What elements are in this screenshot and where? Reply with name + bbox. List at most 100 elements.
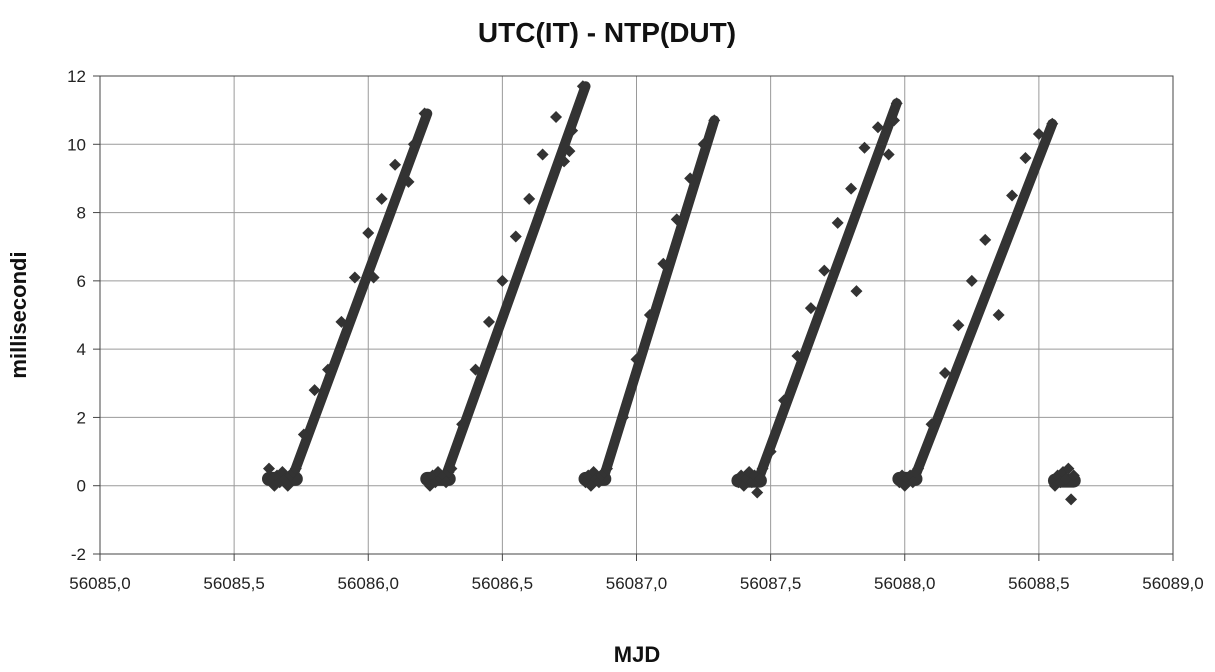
data-point bbox=[952, 319, 965, 332]
data-point bbox=[281, 479, 294, 492]
data-point bbox=[456, 418, 469, 431]
data-point bbox=[262, 462, 275, 475]
data-point bbox=[348, 271, 361, 284]
data-point bbox=[509, 230, 522, 243]
data-point bbox=[1067, 469, 1080, 482]
x-tick-label: 56087,5 bbox=[740, 574, 801, 593]
data-point bbox=[979, 233, 992, 246]
data-points bbox=[262, 80, 1080, 506]
data-point bbox=[670, 213, 683, 226]
data-point bbox=[440, 476, 453, 489]
data-point bbox=[1065, 493, 1078, 506]
x-tick-label: 56085,5 bbox=[203, 574, 264, 593]
x-tick-label: 56086,5 bbox=[472, 574, 533, 593]
data-point bbox=[697, 138, 710, 151]
data-point bbox=[1062, 462, 1075, 475]
data-point bbox=[563, 145, 576, 158]
data-point bbox=[322, 363, 335, 376]
data-point bbox=[906, 476, 919, 489]
data-point bbox=[550, 110, 563, 123]
data-point bbox=[858, 141, 871, 154]
data-segment bbox=[754, 98, 902, 481]
data-point bbox=[992, 309, 1005, 321]
data-point bbox=[890, 97, 903, 110]
data-point bbox=[536, 148, 549, 161]
y-tick-label: 2 bbox=[77, 408, 86, 427]
data-point bbox=[850, 285, 863, 298]
y-tick-label: 6 bbox=[77, 272, 86, 291]
y-tick-label: 4 bbox=[77, 340, 86, 359]
data-point bbox=[1046, 117, 1059, 130]
y-axis-label: millisecondi bbox=[6, 251, 31, 378]
data-point bbox=[818, 264, 831, 277]
data-point bbox=[482, 315, 495, 328]
data-point bbox=[753, 472, 766, 485]
data-point bbox=[402, 175, 415, 188]
data-point bbox=[912, 462, 925, 475]
data-point bbox=[751, 486, 764, 499]
y-tick-label: -2 bbox=[71, 545, 86, 564]
x-tick-label: 56089,0 bbox=[1142, 574, 1203, 593]
data-point bbox=[1006, 189, 1019, 202]
plot-frame bbox=[99, 75, 1174, 555]
y-tick-label: 12 bbox=[67, 67, 86, 86]
data-point bbox=[389, 158, 402, 171]
data-point bbox=[375, 192, 388, 205]
data-point bbox=[367, 271, 380, 284]
grid-lines bbox=[93, 75, 1174, 561]
data-point bbox=[831, 216, 844, 229]
data-point bbox=[630, 353, 643, 366]
data-segment bbox=[441, 81, 591, 481]
data-point bbox=[407, 138, 420, 151]
data-point bbox=[418, 107, 431, 120]
data-point bbox=[445, 462, 458, 475]
data-point bbox=[657, 257, 670, 270]
data-point bbox=[938, 367, 951, 380]
data-point bbox=[297, 428, 310, 441]
data-point bbox=[684, 172, 697, 185]
data-point bbox=[576, 80, 589, 93]
data-point bbox=[335, 315, 348, 328]
x-tick-labels: 56085,0 56085,5 56086,0 56086,5 56087,0 56087… bbox=[69, 574, 1203, 593]
data-point bbox=[1032, 128, 1045, 141]
data-point bbox=[845, 182, 858, 195]
data-point bbox=[882, 148, 895, 161]
data-point bbox=[764, 445, 777, 458]
x-tick-label: 56087,0 bbox=[606, 574, 667, 593]
data-point bbox=[778, 394, 791, 407]
y-tick-labels: -2 0 2 4 6 8 10 12 bbox=[67, 67, 86, 564]
y-tick-label: 10 bbox=[67, 135, 86, 154]
data-point bbox=[804, 302, 817, 315]
data-point bbox=[888, 114, 901, 127]
x-axis-label: MJD bbox=[614, 642, 660, 667]
data-point bbox=[362, 227, 375, 240]
y-tick-label: 0 bbox=[77, 477, 86, 496]
data-point bbox=[566, 124, 579, 137]
data-segment bbox=[599, 115, 720, 481]
data-point bbox=[965, 274, 978, 287]
data-point bbox=[469, 363, 482, 376]
data-segment bbox=[288, 108, 433, 481]
data-segments bbox=[261, 81, 1081, 488]
data-point bbox=[308, 384, 321, 397]
data-point bbox=[643, 309, 656, 321]
data-point bbox=[1019, 151, 1032, 164]
data-point bbox=[496, 274, 509, 287]
data-point bbox=[708, 114, 721, 127]
y-tick-label: 8 bbox=[77, 204, 86, 223]
data-point bbox=[523, 192, 536, 205]
chart-title: UTC(IT) - NTP(DUT) bbox=[478, 17, 736, 48]
data-point bbox=[791, 349, 804, 362]
data-point bbox=[925, 418, 938, 431]
x-tick-label: 56085,0 bbox=[69, 574, 130, 593]
data-point bbox=[600, 462, 613, 475]
x-tick-label: 56088,0 bbox=[874, 574, 935, 593]
data-segment bbox=[910, 118, 1058, 481]
data-point bbox=[617, 411, 630, 424]
x-tick-label: 56086,0 bbox=[338, 574, 399, 593]
data-point bbox=[558, 155, 571, 168]
data-point bbox=[871, 121, 884, 134]
data-point bbox=[756, 462, 769, 475]
data-point bbox=[289, 462, 302, 475]
